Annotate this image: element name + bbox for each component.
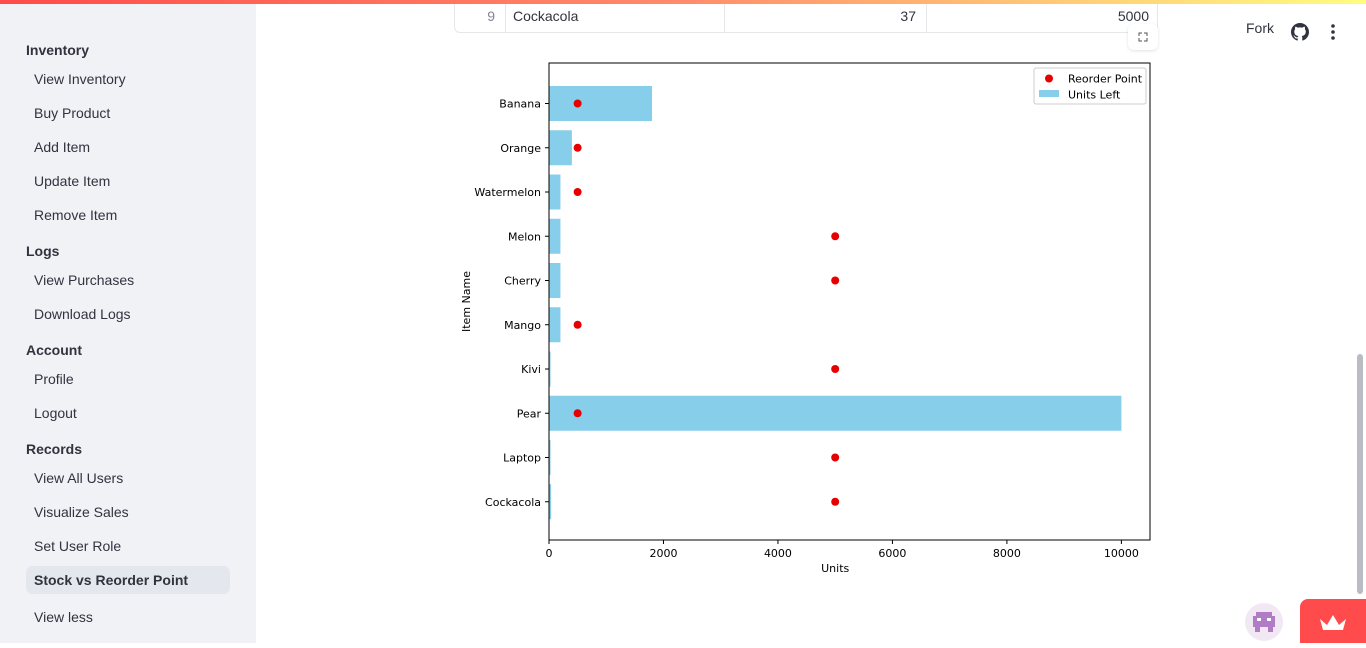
fullscreen-icon[interactable] (1128, 24, 1158, 50)
bar-units-left (549, 174, 561, 210)
sidebar-item-download-logs[interactable]: Download Logs (34, 306, 131, 322)
y-tick-label: Mango (504, 319, 541, 332)
y-axis-label: Item Name (460, 271, 473, 332)
sidebar-item-set-user-role[interactable]: Set User Role (34, 538, 122, 554)
github-icon[interactable] (1291, 23, 1309, 44)
point-reorder (573, 99, 582, 108)
x-tick-label: 10000 (1104, 547, 1139, 560)
streamlit-crown-icon[interactable] (1300, 599, 1366, 643)
bar-units-left (549, 440, 551, 475)
more-vertical-icon[interactable] (1325, 22, 1341, 45)
legend-label-reorder: Reorder Point (1068, 73, 1143, 86)
sidebar-item-add-item[interactable]: Add Item (34, 139, 91, 155)
row-index: 9 (455, 2, 506, 32)
sidebar-item-logout[interactable]: Logout (34, 405, 77, 421)
main-content: 9 Cockacola 37 5000 Banana Orange Watermel… (256, 0, 1366, 643)
data-table-last-row: 9 Cockacola 37 5000 (454, 2, 1158, 33)
fork-link[interactable]: Fork (1246, 20, 1274, 36)
cell-reorder-point[interactable]: 5000 (1117, 8, 1149, 24)
y-tick-label: Orange (500, 142, 541, 155)
section-header-inventory: Inventory (26, 42, 90, 58)
top-decoration-bar (0, 0, 1366, 4)
section-header-logs: Logs (26, 243, 60, 259)
view-less-button[interactable]: View less (34, 609, 93, 625)
bar-units-left (549, 484, 552, 520)
legend-label-units: Units Left (1068, 89, 1121, 102)
point-reorder (573, 320, 582, 329)
point-reorder (573, 188, 582, 196)
y-tick-label: Pear (517, 407, 542, 420)
bar-units-left (549, 307, 561, 343)
x-tick-label: 2000 (649, 547, 677, 560)
sidebar-item-view-all-users[interactable]: View All Users (34, 470, 124, 486)
x-tick-label: 0 (546, 547, 553, 560)
sidebar-item-visualize-sales[interactable]: Visualize Sales (34, 504, 129, 520)
point-reorder (831, 232, 840, 241)
sidebar-item-remove-item[interactable]: Remove Item (34, 207, 118, 223)
legend-marker-units (1039, 90, 1059, 97)
bar-units-left (549, 130, 572, 166)
point-reorder (831, 453, 840, 462)
point-reorder (831, 365, 840, 373)
section-header-records: Records (26, 441, 83, 457)
x-tick-label: 4000 (764, 547, 792, 560)
y-tick-label: Laptop (503, 452, 541, 465)
point-reorder (831, 276, 840, 285)
sidebar-item-buy-product[interactable]: Buy Product (34, 105, 111, 121)
sidebar-item-stock-vs-reorder[interactable]: Stock vs Reorder Point (26, 566, 230, 594)
sidebar-item-view-purchases[interactable]: View Purchases (34, 272, 135, 288)
y-tick-label: Banana (499, 98, 541, 111)
sidebar-item-profile[interactable]: Profile (34, 371, 74, 387)
plot-frame (548, 62, 1151, 541)
y-tick-label: Melon (508, 230, 541, 243)
bar-units-left (549, 395, 1122, 431)
x-tick-label: 8000 (993, 547, 1021, 560)
y-tick-label: Cockacola (485, 496, 541, 509)
y-tick-label: Kivi (521, 363, 541, 376)
cell-quantity[interactable]: 37 (725, 2, 927, 32)
y-tick-label: Watermelon (474, 186, 541, 199)
x-tick-label: 6000 (878, 547, 906, 560)
bar-units-left (549, 86, 653, 121)
bar-units-left (549, 218, 561, 254)
point-reorder (831, 497, 840, 506)
section-header-account: Account (26, 342, 82, 358)
sidebar-item-view-inventory[interactable]: View Inventory (34, 71, 126, 87)
y-tick-label: Cherry (504, 275, 541, 288)
legend-box (1033, 67, 1147, 105)
cell-name[interactable]: Cockacola (506, 2, 725, 32)
sidebar: Inventory View Inventory Buy Product Add… (0, 0, 256, 643)
bar-units-left (549, 351, 551, 387)
point-reorder (573, 143, 582, 152)
stock-vs-reorder-chart: Banana Orange Watermelon Melon Cherry Mango Ki… (460, 62, 1151, 575)
page-scrollbar[interactable] (1357, 354, 1363, 594)
legend-marker-reorder (1045, 74, 1053, 83)
x-axis-label: Units (821, 562, 849, 575)
sidebar-item-update-item[interactable]: Update Item (34, 173, 111, 189)
user-avatar-icon[interactable] (1245, 603, 1283, 641)
bar-units-left (549, 263, 561, 298)
point-reorder (573, 409, 582, 418)
